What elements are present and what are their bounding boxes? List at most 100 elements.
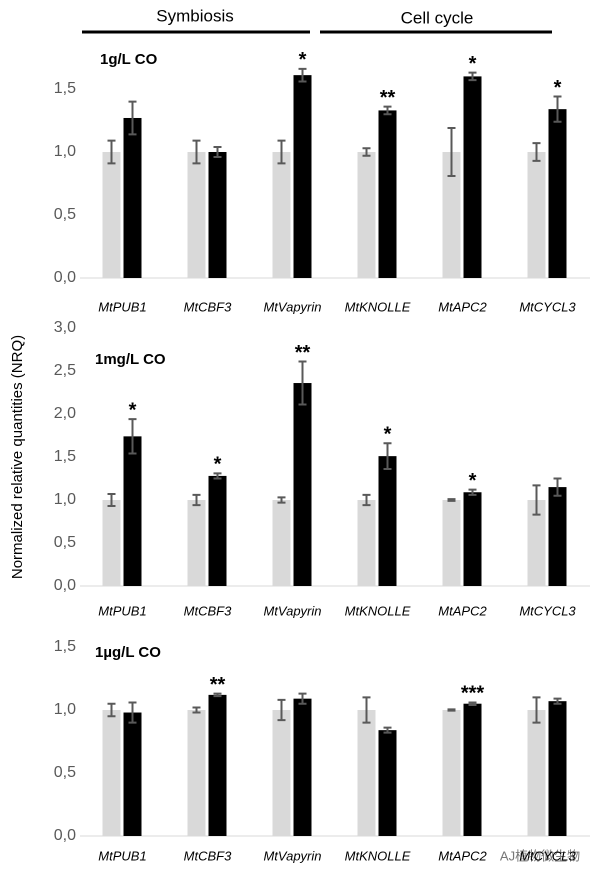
bar: [102, 710, 121, 836]
bar: [378, 110, 397, 278]
error-bar: [532, 484, 541, 516]
error-bar: [468, 71, 477, 82]
x-tick-label: MtCBF3: [184, 603, 232, 618]
significance: **: [210, 674, 226, 696]
bar: [548, 701, 567, 836]
error-bar: [277, 698, 286, 722]
bar: [548, 487, 567, 586]
error-bar: [192, 139, 201, 165]
error-bar: [553, 477, 562, 497]
bar: [378, 456, 397, 586]
y-tick-label: 0,0: [54, 827, 76, 844]
x-tick-label: MtCBF3: [184, 848, 232, 863]
x-tick-label: MtAPC2: [438, 603, 487, 618]
bar: [463, 492, 482, 586]
x-tick-label: MtVapyrin: [263, 299, 321, 314]
y-tick-label: 1,5: [54, 448, 76, 465]
y-tick-label: 0,5: [54, 206, 76, 223]
bar: [463, 703, 482, 836]
bar: [272, 500, 291, 586]
error-bar: [277, 496, 286, 504]
significance: *: [129, 399, 137, 421]
bar: [187, 500, 206, 586]
error-bar: [128, 418, 137, 455]
error-bar: [277, 139, 286, 165]
bar: [272, 152, 291, 278]
error-bar: [298, 67, 307, 83]
error-bar: [128, 100, 137, 136]
error-bar: [383, 105, 392, 116]
bar: [208, 475, 227, 586]
bar: [527, 500, 546, 586]
error-bar: [553, 95, 562, 123]
x-tick-label: MtAPC2: [438, 299, 487, 314]
error-bar: [383, 442, 392, 471]
bar: [527, 152, 546, 278]
significance: ***: [461, 683, 485, 705]
y-tick-label: 0,5: [54, 764, 76, 781]
x-tick-label: MtKNOLLE: [345, 299, 411, 314]
bar: [102, 500, 121, 586]
bar: [463, 76, 482, 279]
error-bar: [107, 492, 116, 508]
group-label: Symbiosis: [156, 6, 233, 25]
error-bar: [447, 708, 456, 712]
y-tick-label: 0,5: [54, 534, 76, 551]
bar: [102, 152, 121, 278]
error-bar: [553, 697, 562, 705]
bar: [357, 152, 376, 278]
chart-title: 1g/L CO: [100, 51, 158, 68]
y-tick-label: 2,0: [54, 405, 76, 422]
y-tick-label: 1,0: [54, 701, 76, 718]
group-label: Cell cycle: [401, 8, 474, 27]
bar: [272, 710, 291, 836]
y-tick-label: 0,0: [54, 577, 76, 594]
chart-title: 1µg/L CO: [95, 644, 161, 661]
bar: [548, 109, 567, 278]
bar: [293, 383, 312, 586]
x-tick-label: MtAPC2: [438, 848, 487, 863]
error-bar: [213, 472, 222, 480]
x-tick-label: MtKNOLLE: [345, 603, 411, 618]
bar: [378, 730, 397, 836]
y-tick-label: 1,0: [54, 491, 76, 508]
error-bar: [468, 488, 477, 496]
error-bar: [107, 139, 116, 165]
error-bar: [128, 701, 137, 724]
error-bar: [192, 706, 201, 714]
error-bar: [213, 145, 222, 159]
y-tick-label: 1,5: [54, 80, 76, 97]
error-bar: [532, 696, 541, 724]
x-tick-label: MtPUB1: [98, 603, 146, 618]
significance: *: [214, 454, 222, 476]
x-tick-label: MtKNOLLE: [345, 848, 411, 863]
bar: [123, 436, 142, 586]
error-bar: [532, 142, 541, 162]
bar: [208, 694, 227, 836]
y-tick-label: 2,5: [54, 362, 76, 379]
bar: [208, 152, 227, 278]
x-tick-label: MtCYCL3: [519, 299, 576, 314]
error-bar: [468, 701, 477, 706]
bar: [442, 710, 461, 836]
significance: *: [299, 49, 307, 71]
error-bar: [447, 127, 456, 177]
error-bar: [192, 493, 201, 507]
x-tick-label: MtVapyrin: [263, 603, 321, 618]
bar: [357, 500, 376, 586]
x-tick-label: MtCYCL3: [519, 603, 576, 618]
bar: [442, 500, 461, 586]
error-bar: [362, 147, 371, 157]
error-bar: [213, 692, 222, 698]
bar: [293, 698, 312, 836]
bar: [357, 710, 376, 836]
error-bar: [362, 696, 371, 724]
bar: [293, 75, 312, 278]
significance: *: [469, 470, 477, 492]
y-tick-label: 1,0: [54, 143, 76, 160]
significance: *: [384, 424, 392, 446]
chart-title: 1mg/L CO: [95, 351, 166, 368]
x-tick-label: MtPUB1: [98, 848, 146, 863]
bar: [527, 710, 546, 836]
